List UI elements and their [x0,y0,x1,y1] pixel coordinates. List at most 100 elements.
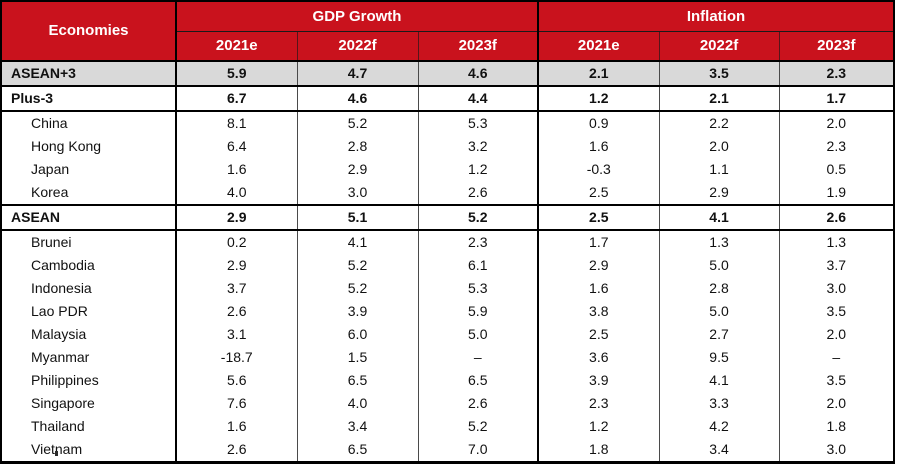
data-cell: 4.6 [417,60,539,87]
data-cell: 2.6 [417,392,539,415]
data-cell: 2.6 [175,300,297,323]
data-cell: 5.2 [296,254,418,277]
data-cell: 2.8 [296,135,418,158]
table-row-indonesia: Indonesia 3.7 5.2 5.3 1.6 2.8 3.0 [1,277,895,300]
data-cell: 3.8 [537,300,660,323]
row-label: Japan [1,158,177,181]
data-cell: 1.8 [537,438,660,463]
data-cell: 2.0 [658,135,780,158]
footnote-fragment [55,451,58,456]
data-cell: 5.2 [296,111,418,135]
data-cell: 2.8 [658,277,780,300]
year-header-gdp-2021e: 2021e [175,31,297,62]
data-cell: 3.4 [296,415,418,438]
data-cell: 5.0 [658,300,780,323]
data-cell: 4.0 [175,181,297,205]
data-cell: 1.7 [537,230,660,254]
data-cell: 0.2 [175,230,297,254]
data-cell: 6.5 [417,369,539,392]
data-cell: 1.5 [296,346,418,369]
data-cell: 4.1 [658,369,780,392]
data-cell: 1.7 [778,85,895,112]
data-cell: -0.3 [537,158,660,181]
year-header-gdp-2022f: 2022f [296,31,418,62]
year-header-inf-2023f: 2023f [778,31,895,62]
row-label: Brunei [1,230,177,254]
data-cell: 1.6 [175,415,297,438]
data-cell: 2.9 [658,181,780,205]
table-row-asean-plus-3: ASEAN+3 5.9 4.7 4.6 2.1 3.5 2.3 [1,60,895,87]
data-cell: 5.0 [417,323,539,346]
data-cell: 3.6 [537,346,660,369]
data-cell: – [778,346,895,369]
data-cell: 2.9 [175,204,297,231]
data-cell: 2.5 [537,323,660,346]
data-cell: 2.3 [778,135,895,158]
data-cell: 5.9 [417,300,539,323]
group-header-gdp-growth: GDP Growth [176,1,539,32]
data-cell: 4.6 [296,85,418,112]
data-cell: 6.5 [296,369,418,392]
table-row-malaysia: Malaysia 3.1 6.0 5.0 2.5 2.7 2.0 [1,323,895,346]
header-year-row: 2021e 2022f 2023f 2021e 2022f 2023f [1,31,895,62]
data-cell: 2.1 [658,85,780,112]
year-header-inf-2022f: 2022f [658,31,780,62]
year-header-gdp-2023f: 2023f [417,31,539,62]
data-cell: 4.1 [296,230,418,254]
data-cell: 5.6 [175,369,297,392]
group-header-inflation: Inflation [537,1,895,32]
table-row-korea: Korea 4.0 3.0 2.6 2.5 2.9 1.9 [1,181,895,205]
data-cell: 3.5 [778,369,895,392]
data-cell: 6.4 [175,135,297,158]
data-cell: 5.9 [175,60,297,87]
data-cell: 3.0 [778,277,895,300]
row-label: Korea [1,181,177,205]
data-cell: 5.2 [296,277,418,300]
row-label: Myanmar [1,346,177,369]
data-cell: 2.3 [417,230,539,254]
data-cell: 4.1 [658,204,780,231]
row-label: ASEAN+3 [1,60,177,87]
table-row-myanmar: Myanmar -18.7 1.5 – 3.6 9.5 – [1,346,895,369]
table-row-singapore: Singapore 7.6 4.0 2.6 2.3 3.3 2.0 [1,392,895,415]
table-row-thailand: Thailand 1.6 3.4 5.2 1.2 4.2 1.8 [1,415,895,438]
data-cell: 1.2 [537,85,660,112]
row-label: Philippines [1,369,177,392]
data-cell: 1.6 [537,277,660,300]
table-row-brunei: Brunei 0.2 4.1 2.3 1.7 1.3 1.3 [1,230,895,254]
data-cell: 4.2 [658,415,780,438]
data-cell: 9.5 [658,346,780,369]
data-cell: 3.9 [537,369,660,392]
data-cell: 1.2 [537,415,660,438]
data-cell: 2.0 [778,111,895,135]
data-cell: 2.3 [778,60,895,87]
economies-header: Economies [1,1,177,62]
year-header-inf-2021e: 2021e [537,31,660,62]
row-label: Singapore [1,392,177,415]
data-cell: 8.1 [175,111,297,135]
table-row-asean: ASEAN 2.9 5.1 5.2 2.5 4.1 2.6 [1,204,895,231]
row-label: Cambodia [1,254,177,277]
data-cell: 3.4 [658,438,780,463]
data-cell: 2.6 [778,204,895,231]
table-row-vietnam: Vietnam 2.6 6.5 7.0 1.8 3.4 3.0 [1,438,895,463]
row-label: Hong Kong [1,135,177,158]
data-cell: 1.2 [417,158,539,181]
table-row-hong-kong: Hong Kong 6.4 2.8 3.2 1.6 2.0 2.3 [1,135,895,158]
row-label: ASEAN [1,204,177,231]
table-row-philippines: Philippines 5.6 6.5 6.5 3.9 4.1 3.5 [1,369,895,392]
row-label: Vietnam [1,438,177,463]
data-cell: 3.5 [778,300,895,323]
data-cell: 7.0 [417,438,539,463]
data-cell: 2.0 [778,392,895,415]
data-cell: 5.2 [417,415,539,438]
data-cell: 5.3 [417,277,539,300]
data-cell: 3.3 [658,392,780,415]
row-label: China [1,111,177,135]
data-cell: 0.9 [537,111,660,135]
data-cell: -18.7 [175,346,297,369]
row-label: Indonesia [1,277,177,300]
data-cell: 3.7 [778,254,895,277]
data-cell: 2.6 [417,181,539,205]
